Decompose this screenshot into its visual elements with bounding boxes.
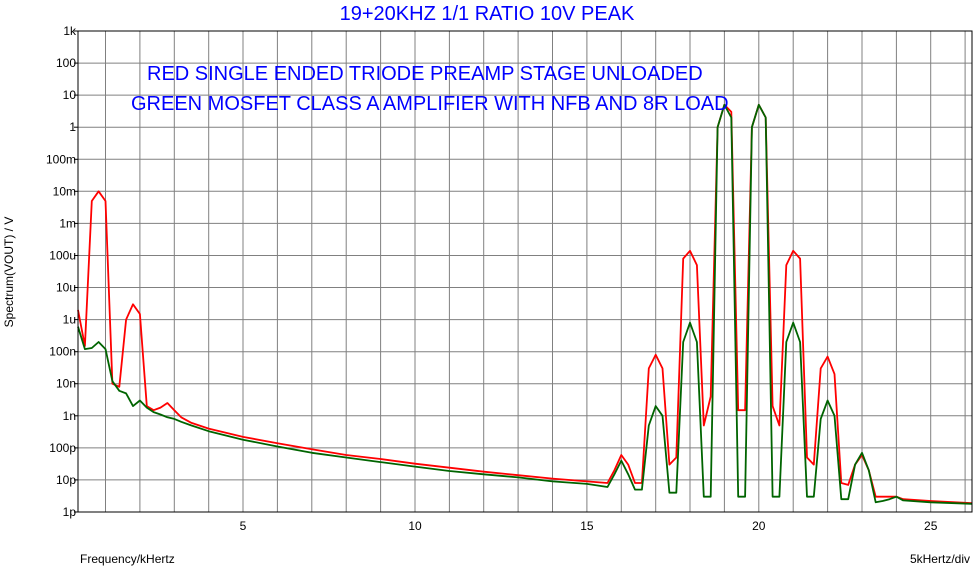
y-tick-label: 1u [63, 313, 76, 327]
y-tick-label: 10 [63, 88, 77, 102]
y-tick-label: 10m [53, 184, 76, 198]
series-line-green [77, 103, 973, 505]
series-lines [77, 103, 973, 505]
y-tick-label: 100u [49, 249, 76, 263]
y-tick-label: 1m [59, 216, 76, 230]
x-tick-label: 15 [580, 519, 594, 533]
series-line-red [77, 103, 973, 504]
y-tick-label: 1n [63, 409, 76, 423]
x-tick-labels: 5 10 15 20 25 [240, 519, 938, 533]
x-axis-label: Frequency/kHertz [80, 552, 175, 566]
y-tick-label: 1 [69, 120, 76, 134]
y-tick-labels: 1k 100 10 1 100m 10m 1m 100u 10u 1u 100n 10n 1n 100p 1… [46, 24, 78, 519]
y-axis-label: Spectrum(VOUT) / V [2, 217, 16, 328]
x-tick-label: 20 [752, 519, 766, 533]
plot-frame [77, 30, 973, 513]
annotation-red: RED SINGLE ENDED TRIODE PREAMP STAGE UNL… [147, 63, 703, 85]
y-tick-label: 100p [49, 441, 76, 455]
y-tick-label: 1k [63, 24, 77, 38]
x-scale-label: 5kHertz/div [910, 552, 970, 566]
y-tick-label: 10n [56, 377, 76, 391]
chart-title: 19+20KHZ 1/1 RATIO 10V PEAK [340, 3, 635, 25]
y-tick-label: 100 [56, 56, 76, 70]
y-tick-label: 100n [49, 345, 76, 359]
y-tick-label: 1p [63, 505, 77, 519]
x-tick-label: 25 [924, 519, 938, 533]
annotation-green: GREEN MOSFET CLASS A AMPLIFIER WITH NFB … [131, 93, 729, 115]
x-tick-label: 5 [240, 519, 247, 533]
y-tick-label: 100m [46, 152, 76, 166]
y-tick-label: 10p [56, 473, 76, 487]
x-tick-label: 10 [408, 519, 422, 533]
y-tick-label: 10u [56, 281, 76, 295]
